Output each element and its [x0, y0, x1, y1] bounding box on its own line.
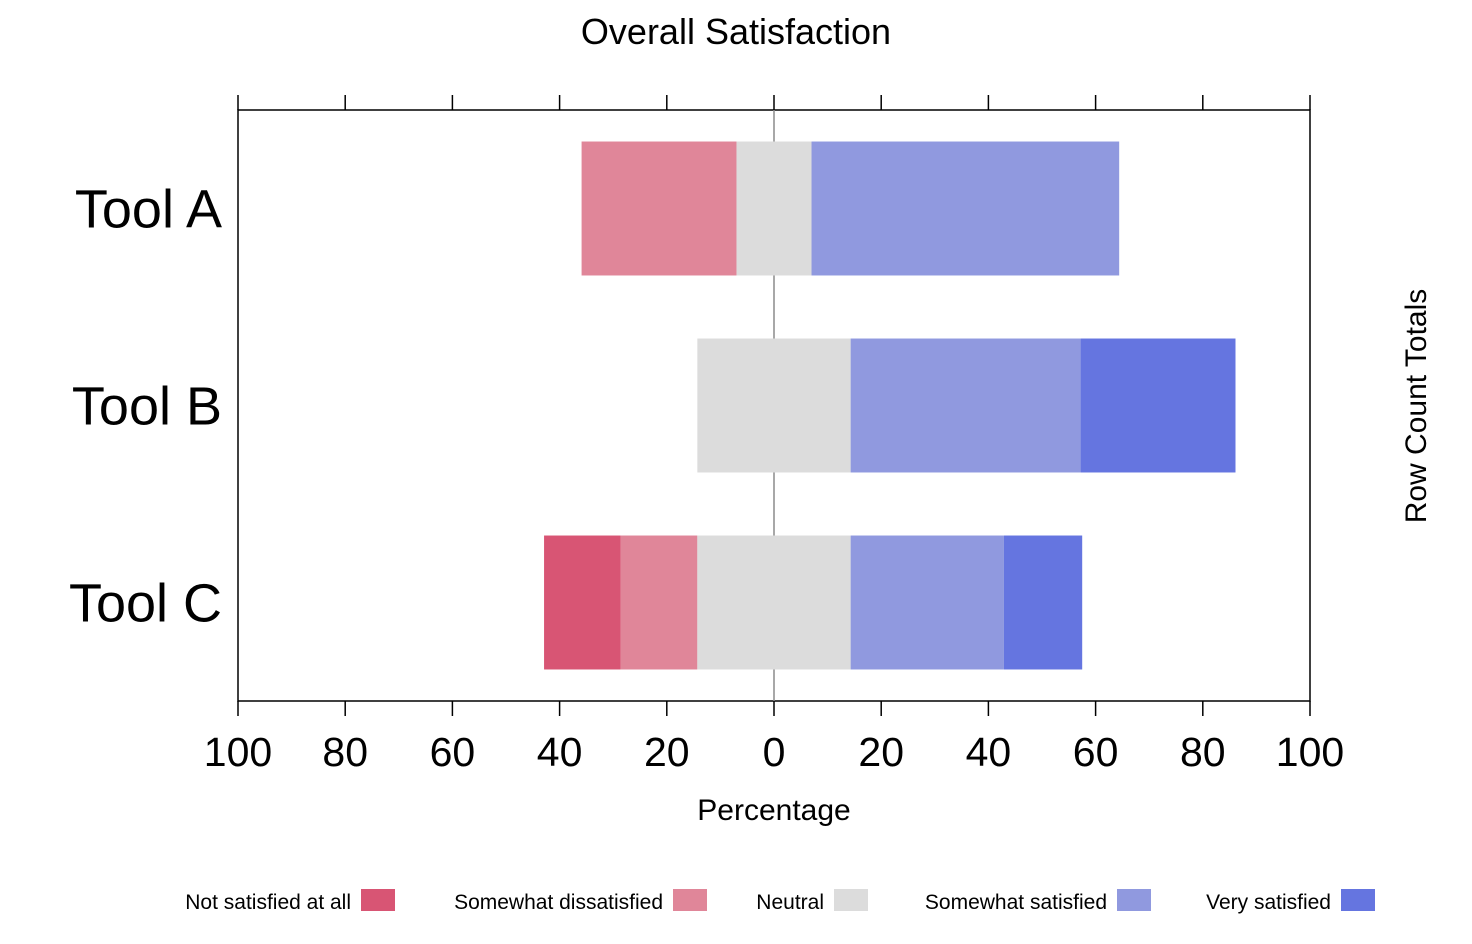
x-tick-label: 100 — [1276, 729, 1344, 775]
legend-label: Somewhat satisfied — [925, 891, 1107, 914]
bar-segment — [1003, 535, 1083, 670]
bar-segment — [544, 535, 621, 670]
legend-swatch — [1341, 889, 1375, 911]
bar-segment — [1080, 338, 1236, 473]
bar-segment — [697, 338, 851, 473]
bar-segment — [697, 535, 851, 670]
x-axis-title: Percentage — [697, 794, 850, 827]
legend-swatch — [834, 889, 868, 911]
x-tick-label: 20 — [644, 729, 690, 775]
legend-swatch — [361, 889, 395, 911]
x-tick-label: 20 — [858, 729, 904, 775]
bar-segment — [850, 338, 1081, 473]
category-label: Tool A — [75, 180, 222, 240]
legend-label: Somewhat dissatisfied — [454, 891, 663, 914]
legend-label: Neutral — [756, 891, 824, 914]
x-tick-label: 80 — [1180, 729, 1226, 775]
chart-title: Overall Satisfaction — [581, 11, 891, 52]
legend-swatch — [1117, 889, 1151, 911]
x-tick-label: 60 — [430, 729, 476, 775]
x-axis: 100 80 60 40 20 0 20 40 60 80 100 — [204, 95, 1344, 775]
x-tick-label: 40 — [537, 729, 583, 775]
legend-label: Not satisfied at all — [185, 891, 351, 914]
legend-swatch — [673, 889, 707, 911]
x-tick-label: 60 — [1073, 729, 1119, 775]
category-label: Tool C — [69, 574, 222, 634]
bar-segment — [736, 141, 812, 276]
legend: Not satisfied at all Somewhat dissatisfie… — [185, 889, 1375, 914]
x-tick-label: 40 — [966, 729, 1012, 775]
bar-segment — [620, 535, 698, 670]
bar-segment — [581, 141, 737, 276]
category-label: Tool B — [72, 377, 222, 437]
plot-area: Tool A Tool B Tool C — [69, 109, 1311, 702]
x-tick-label: 80 — [322, 729, 368, 775]
legend-label: Very satisfied — [1206, 891, 1331, 914]
x-tick-label: 100 — [204, 729, 272, 775]
bar-segment — [850, 535, 1004, 670]
bar-segment — [811, 141, 1120, 276]
right-axis-title: Row Count Totals — [1400, 289, 1433, 524]
x-tick-label: 0 — [763, 729, 786, 775]
